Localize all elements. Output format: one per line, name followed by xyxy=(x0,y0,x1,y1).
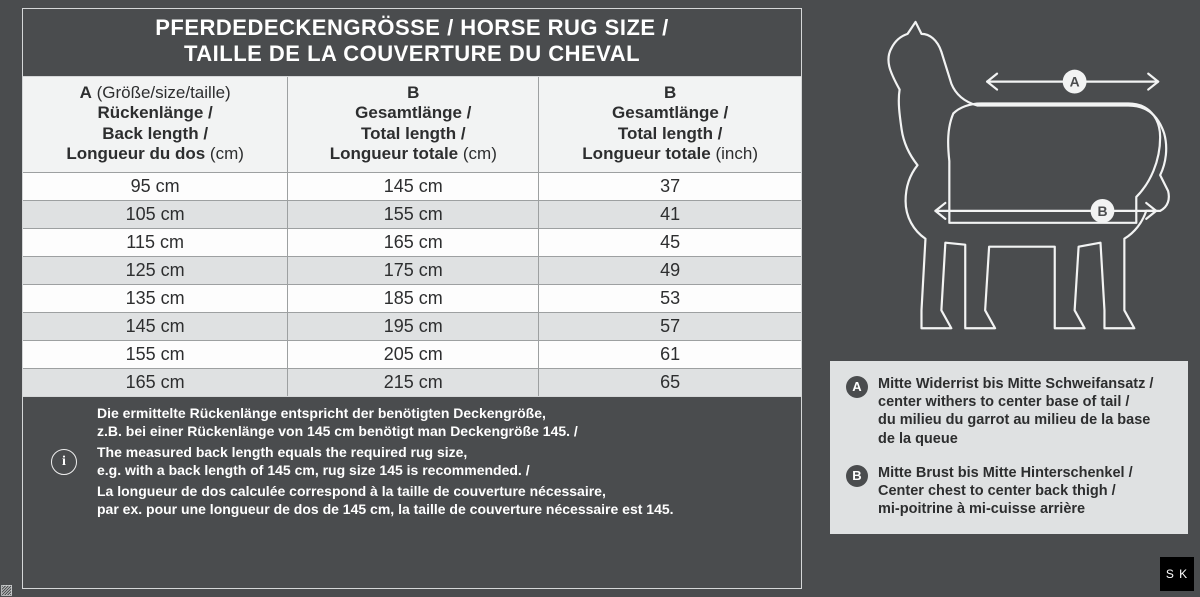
footer-en: The measured back length equals the requ… xyxy=(97,444,674,479)
horse-svg: A B xyxy=(830,12,1188,340)
legend-box: A Mitte Widerrist bis Mitte Schweifansat… xyxy=(830,361,1188,534)
table-cell: 41 xyxy=(539,201,801,229)
table-row: 135 cm185 cm53 xyxy=(23,285,801,313)
table-cell: 155 cm xyxy=(23,341,288,369)
table-cell: 205 cm xyxy=(288,341,539,369)
title-line-1: PFERDEDECKENGRÖSSE / HORSE RUG SIZE / xyxy=(31,15,793,41)
title-line-2: TAILLE DE LA COUVERTURE DU CHEVAL xyxy=(31,41,793,67)
badge-b: B xyxy=(846,465,868,487)
table-cell: 175 cm xyxy=(288,257,539,285)
table-cell: 215 cm xyxy=(288,369,539,397)
footer-fr: La longueur de dos calculée correspond à… xyxy=(97,483,674,518)
right-column: A B A Mitte Widerrist bis Mitte Schweifa… xyxy=(830,8,1188,589)
table-cell: 155 cm xyxy=(288,201,539,229)
table-cell: 53 xyxy=(539,285,801,313)
diagram-label-a: A xyxy=(1070,74,1080,90)
table-cell: 195 cm xyxy=(288,313,539,341)
hatch-decoration-icon: ▨ xyxy=(0,581,20,597)
legend-text-a: Mitte Widerrist bis Mitte Schweifansatz … xyxy=(878,375,1153,448)
table-cell: 95 cm xyxy=(23,173,288,201)
col-header-b-cm: B Gesamtlänge / Total length / Longueur … xyxy=(288,77,539,173)
size-table-body: 95 cm145 cm37105 cm155 cm41115 cm165 cm4… xyxy=(23,173,801,397)
legend-row-b: B Mitte Brust bis Mitte Hinterschenkel /… xyxy=(846,464,1172,518)
footer-de: Die ermittelte Rückenlänge entspricht de… xyxy=(97,405,674,440)
size-table-panel: PFERDEDECKENGRÖSSE / HORSE RUG SIZE / TA… xyxy=(22,8,802,589)
horse-diagram: A B xyxy=(830,8,1188,347)
table-row: 155 cm205 cm61 xyxy=(23,341,801,369)
table-cell: 185 cm xyxy=(288,285,539,313)
panel-title: PFERDEDECKENGRÖSSE / HORSE RUG SIZE / TA… xyxy=(23,9,801,77)
table-cell: 135 cm xyxy=(23,285,288,313)
legend-text-b: Mitte Brust bis Mitte Hinterschenkel / C… xyxy=(878,464,1133,518)
diagram-label-b: B xyxy=(1097,203,1107,219)
badge-a: A xyxy=(846,376,868,398)
table-row: 145 cm195 cm57 xyxy=(23,313,801,341)
table-row: 95 cm145 cm37 xyxy=(23,173,801,201)
info-icon: i xyxy=(51,449,77,475)
table-cell: 61 xyxy=(539,341,801,369)
table-cell: 49 xyxy=(539,257,801,285)
table-cell: 145 cm xyxy=(23,313,288,341)
table-row: 125 cm175 cm49 xyxy=(23,257,801,285)
brand-corner-icon: S K xyxy=(1160,557,1194,591)
legend-row-a: A Mitte Widerrist bis Mitte Schweifansat… xyxy=(846,375,1172,448)
table-cell: 57 xyxy=(539,313,801,341)
col-header-b-inch: B Gesamtlänge / Total length / Longueur … xyxy=(539,77,801,173)
table-cell: 115 cm xyxy=(23,229,288,257)
table-cell: 105 cm xyxy=(23,201,288,229)
table-cell: 145 cm xyxy=(288,173,539,201)
table-cell: 165 cm xyxy=(23,369,288,397)
table-row: 165 cm215 cm65 xyxy=(23,369,801,397)
table-cell: 65 xyxy=(539,369,801,397)
col-header-a: A (Größe/size/taille) Rückenlänge / Back… xyxy=(23,77,288,173)
footer-note: i Die ermittelte Rückenlänge entspricht … xyxy=(23,396,801,526)
table-row: 105 cm155 cm41 xyxy=(23,201,801,229)
table-cell: 165 cm xyxy=(288,229,539,257)
table-row: 115 cm165 cm45 xyxy=(23,229,801,257)
table-cell: 45 xyxy=(539,229,801,257)
table-cell: 37 xyxy=(539,173,801,201)
table-cell: 125 cm xyxy=(23,257,288,285)
size-table: A (Größe/size/taille) Rückenlänge / Back… xyxy=(23,77,801,397)
